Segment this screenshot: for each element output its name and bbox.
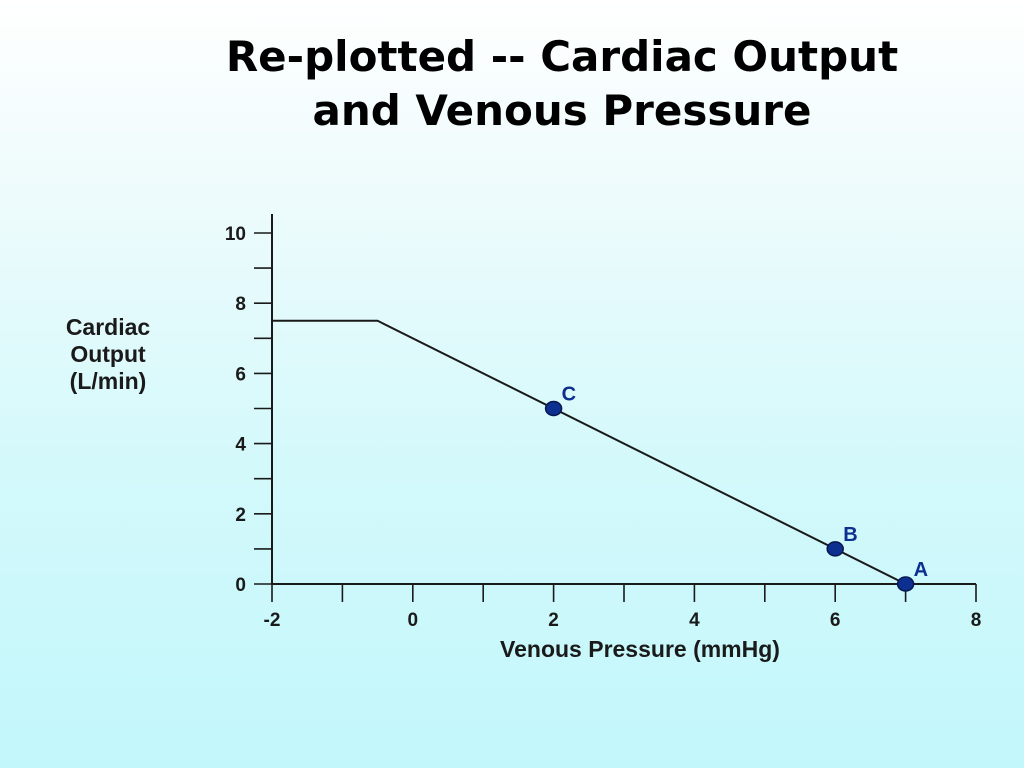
y-tick-label: 4 (235, 435, 246, 456)
chart-title-line-2: and Venous Pressure (312, 86, 812, 135)
x-tick-label: 4 (689, 610, 700, 631)
x-axis-label: Venous Pressure (mmHg) (500, 636, 780, 662)
point-c-label: C (562, 384, 576, 406)
x-tick-label: -2 (264, 610, 281, 631)
y-tick-label: 6 (235, 364, 246, 385)
point-b-label: B (843, 524, 857, 546)
chart-axes (271, 214, 976, 585)
cardiac-output-curve (272, 319, 907, 585)
chart-points: C B A (544, 384, 928, 592)
chart-title-line-1: Re-plotted -- Cardiac Output (225, 32, 899, 81)
x-tick-label: 8 (971, 610, 982, 631)
x-tick-label: 6 (830, 610, 841, 631)
y-tick-label: 10 (225, 224, 246, 245)
chart-title: Re-plotted -- Cardiac Output and Venous … (150, 30, 974, 138)
x-tick-label: 2 (548, 610, 559, 631)
point-c-marker (544, 400, 563, 417)
y-axis-label-line-2: Output (70, 341, 146, 367)
y-axis-label-line-3: (L/min) (69, 368, 147, 394)
y-tick-label: 2 (235, 505, 246, 526)
point-b-marker (826, 541, 844, 557)
chart-ticks: 0 2 4 6 8 10 -2 0 2 4 6 8 (225, 224, 981, 631)
chart-series (272, 319, 907, 585)
x-tick-label: 0 (408, 610, 419, 631)
y-tick-label: 0 (235, 575, 246, 596)
point-a-label: A (914, 559, 928, 581)
point-a-marker (896, 576, 915, 592)
y-axis-label-line-1: Cardiac (65, 314, 151, 340)
y-axis-label: Cardiac Output (L/min) (58, 314, 158, 395)
y-tick-label: 8 (235, 294, 246, 315)
